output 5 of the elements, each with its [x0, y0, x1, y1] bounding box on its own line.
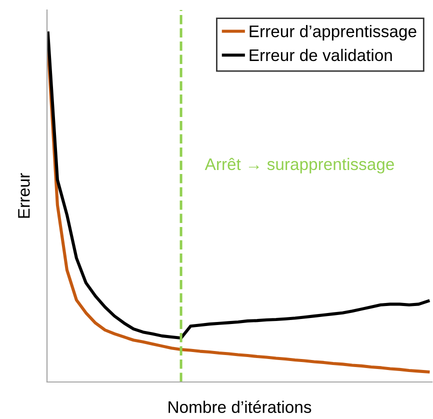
y-axis-title: Erreur: [18, 173, 30, 218]
legend-label: Erreur d’apprentissage: [250, 25, 416, 41]
annotation: Arrêt → surapprentissage: [204, 158, 394, 174]
x-axis-title: Nombre d’itérations: [168, 400, 312, 413]
legend-label: Erreur de validation: [250, 48, 392, 62]
